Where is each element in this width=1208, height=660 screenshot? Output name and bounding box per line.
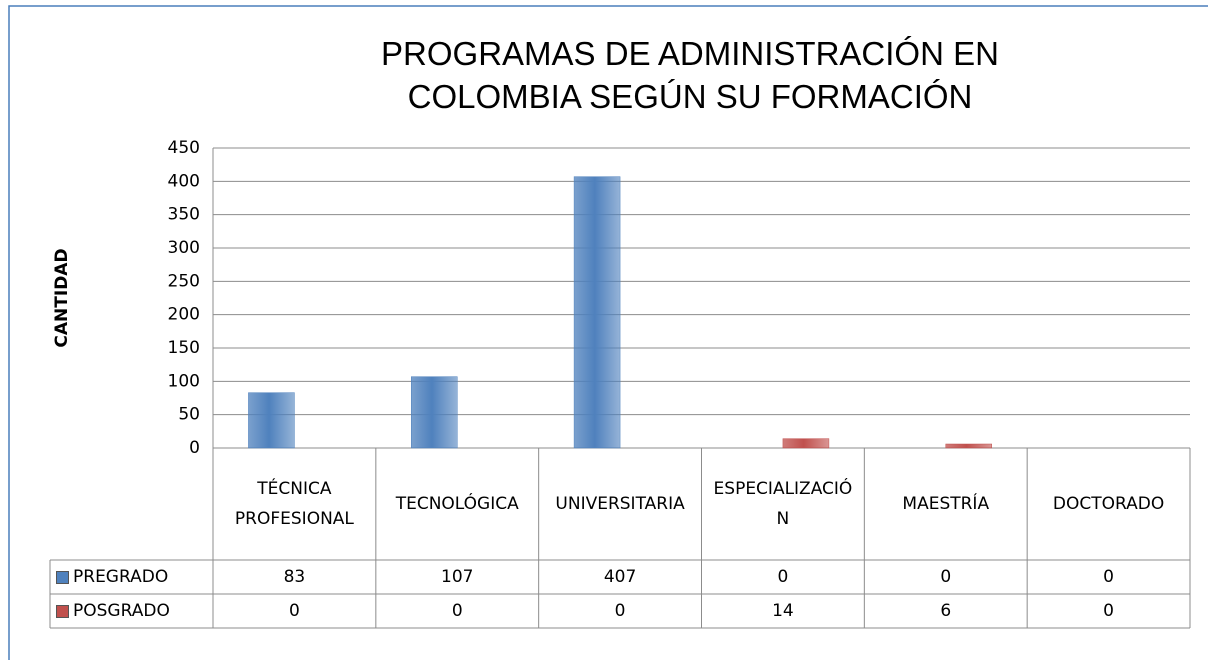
x-tick-label: TECNOLÓGICA xyxy=(395,494,519,514)
legend-entry: PREGRADO xyxy=(50,560,213,594)
legend-entry: POSGRADO xyxy=(50,594,213,628)
chart-title: PROGRAMAS DE ADMINISTRACIÓN EN COLOMBIA … xyxy=(381,35,999,115)
table-cell: 107 xyxy=(441,567,474,587)
bar xyxy=(782,438,830,449)
y-tick-label: 250 xyxy=(168,271,200,291)
bar xyxy=(248,392,295,449)
y-tick-label: 50 xyxy=(178,405,200,425)
x-tick-label: ESPECIALIZACIÓN xyxy=(713,479,853,529)
legend-label: PREGRADO xyxy=(73,567,169,587)
bar xyxy=(945,443,992,449)
x-tick-label: TÉCNICA PROFESIONAL xyxy=(234,479,354,529)
legend-key xyxy=(56,604,69,618)
y-tick-label: 100 xyxy=(168,371,200,391)
x-tick-label: UNIVERSITARIA xyxy=(555,494,685,514)
table-cell: 83 xyxy=(283,567,306,587)
y-tick-label: 300 xyxy=(168,238,200,258)
y-tick-label: 200 xyxy=(168,305,200,325)
table-cell: 0 xyxy=(777,567,789,587)
x-tick-label: DOCTORADO xyxy=(1052,494,1165,514)
y-tick-label: 450 xyxy=(168,138,200,158)
y-axis-label: CANTIDAD xyxy=(52,248,72,347)
table-cell: 0 xyxy=(1103,567,1114,587)
table-cell: 14 xyxy=(772,601,794,621)
y-tick-label: 350 xyxy=(168,205,200,225)
x-tick-label: MAESTRÍA xyxy=(902,494,990,514)
y-tick-label: 400 xyxy=(168,171,200,191)
table-cell: 0 xyxy=(289,601,300,621)
table-cell: 0 xyxy=(451,601,463,621)
table-cell: 6 xyxy=(940,601,952,621)
table-cell: 0 xyxy=(614,601,626,621)
bar xyxy=(573,176,621,449)
legend-label: POSGRADO xyxy=(73,601,170,621)
y-tick-label: 150 xyxy=(168,338,200,358)
table-cell: 0 xyxy=(940,567,952,587)
table-cell: 0 xyxy=(1103,601,1114,621)
table-cell: 407 xyxy=(603,567,637,587)
chart-border xyxy=(8,5,1208,660)
bar xyxy=(411,376,458,449)
y-tick-label: 0 xyxy=(189,438,200,458)
legend-key xyxy=(56,570,69,584)
